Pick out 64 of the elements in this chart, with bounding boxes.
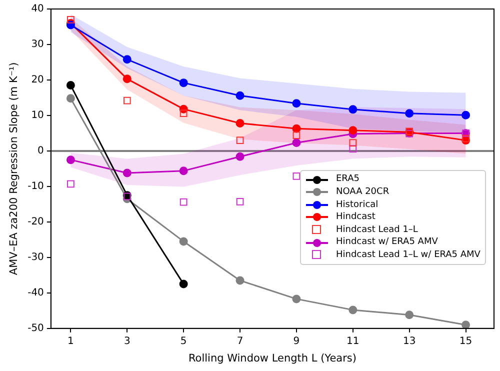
legend-label: Hindcast w/ ERA5 AMV: [336, 236, 438, 249]
x-tick-label: 13: [402, 336, 416, 347]
point: [66, 156, 75, 164]
point: [66, 94, 75, 103]
legend-label: Hindcast Lead 1–L: [336, 224, 418, 236]
legend-label: Hindcast Lead 1–L w/ ERA5 AMV: [336, 248, 480, 262]
x-tick-label: 11: [346, 336, 360, 347]
y-tick-label: -10: [28, 181, 44, 192]
point: [405, 109, 414, 118]
point: [236, 91, 244, 100]
y-tick-label: 30: [31, 39, 44, 50]
point: [405, 310, 414, 320]
y-tick-label: 10: [31, 110, 44, 122]
point: [236, 136, 244, 144]
y-axis-title: AMV–EA za200 Regression Slope (m K⁻¹): [8, 62, 20, 276]
point: [292, 138, 301, 148]
y-tick-label: 20: [31, 74, 44, 86]
point: [462, 320, 470, 328]
point: [236, 152, 244, 161]
x-axis-title: Rolling Window Length L (Years): [188, 352, 356, 364]
point: [180, 198, 188, 206]
y-tick-label: -50: [28, 322, 44, 334]
point: [122, 74, 132, 84]
point: [236, 198, 244, 206]
point: [179, 280, 188, 288]
y-tick-label: 40: [31, 4, 44, 15]
x-tick-label: 5: [180, 336, 187, 347]
point: [179, 166, 188, 176]
legend-label: NOAA 20CR: [336, 186, 390, 199]
point: [292, 99, 301, 108]
point: [348, 105, 358, 114]
point: [123, 96, 131, 104]
point: [292, 294, 301, 304]
point: [349, 139, 357, 146]
point: [292, 132, 300, 140]
y-tick-label: -20: [28, 216, 44, 228]
point: [67, 180, 74, 188]
legend-label: ERA5: [336, 173, 360, 186]
x-tick-label: 3: [124, 336, 130, 347]
point: [180, 110, 188, 118]
point: [462, 134, 470, 142]
x-tick-label: 15: [459, 336, 472, 347]
point: [236, 276, 244, 285]
x-tick-label: 1: [68, 336, 74, 347]
point: [122, 168, 132, 178]
legend-label: Historical: [336, 198, 378, 212]
point: [348, 306, 358, 314]
y-tick-label: 0: [38, 146, 44, 157]
point: [179, 78, 188, 88]
point: [348, 126, 358, 135]
point: [349, 145, 357, 153]
point: [462, 110, 470, 120]
legend-label: Hindcast: [336, 211, 376, 224]
point: [122, 55, 132, 64]
point: [66, 81, 75, 90]
point: [236, 119, 244, 128]
y-tick-label: -40: [28, 288, 44, 299]
y-tick-label: -30: [28, 252, 44, 264]
point: [292, 124, 301, 133]
x-tick-label: 9: [293, 336, 300, 347]
point: [292, 172, 300, 180]
point: [67, 16, 74, 24]
x-tick-label: 7: [236, 336, 244, 347]
point: [179, 237, 188, 246]
